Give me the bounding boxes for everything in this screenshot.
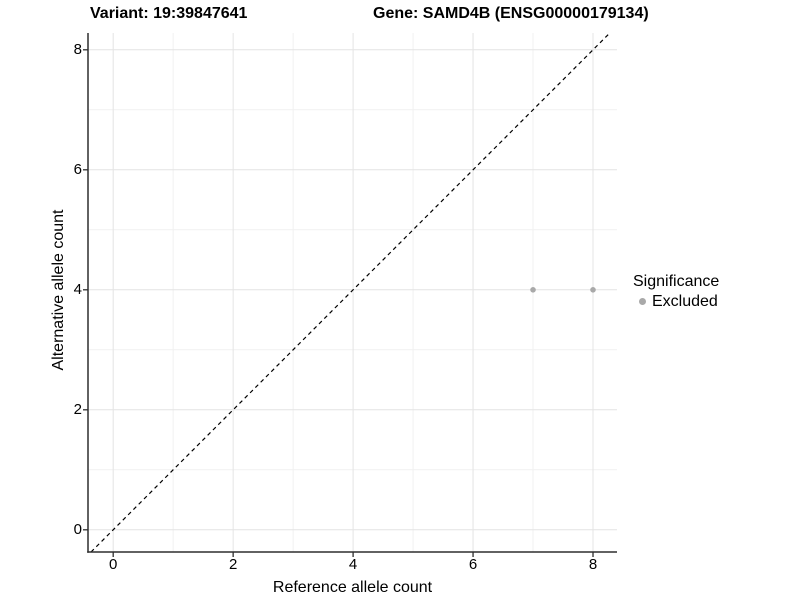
x-axis-title: Reference allele count (272, 579, 433, 596)
x-tick-label: 8 (588, 556, 598, 573)
legend: Significance Excluded (633, 272, 719, 311)
y-tick-label: 8 (73, 40, 82, 58)
legend-title: Significance (633, 273, 720, 290)
y-tick-label: 0 (73, 520, 82, 538)
x-tick-label: 0 (109, 556, 118, 573)
legend-item-excluded: Excluded (633, 292, 719, 311)
data-point (590, 287, 596, 293)
y-tick-label: 6 (73, 160, 82, 178)
y-tick-label: 4 (73, 280, 82, 298)
identity-dashed-line (90, 32, 611, 553)
excluded-point-icon (639, 298, 646, 305)
x-tick-label: 6 (468, 556, 478, 573)
x-tick-label: 2 (228, 556, 238, 573)
gene-title: Gene: SAMD4B (ENSG00000179134) (373, 5, 649, 22)
y-axis-title: Alternative allele count (50, 209, 67, 371)
x-tick-label: 4 (348, 556, 358, 573)
variant-title: Variant: 19:39847641 (90, 5, 248, 22)
data-point (530, 287, 536, 293)
y-tick-label: 2 (73, 400, 82, 418)
legend-item-label: Excluded (652, 293, 718, 310)
